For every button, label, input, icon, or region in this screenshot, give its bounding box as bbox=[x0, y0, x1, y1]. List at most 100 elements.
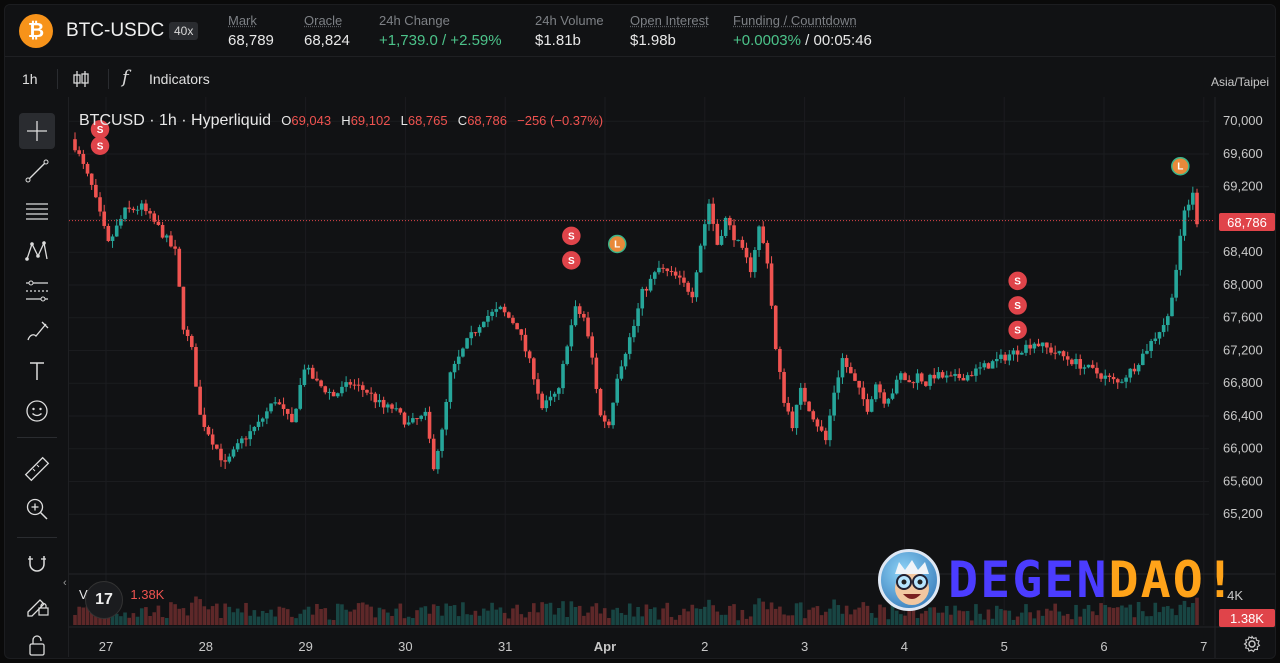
time-axis-label: Apr bbox=[594, 639, 616, 654]
trendline-icon[interactable] bbox=[19, 153, 55, 189]
volume-bar bbox=[874, 617, 878, 625]
ruler-icon[interactable] bbox=[19, 451, 55, 487]
fib-icon[interactable] bbox=[19, 273, 55, 309]
horizontal-lines-icon[interactable] bbox=[19, 193, 55, 229]
volume-bar bbox=[627, 603, 632, 625]
tradingview-logo[interactable]: 17 bbox=[85, 581, 123, 619]
volume-bar bbox=[932, 607, 937, 625]
pattern-icon[interactable] bbox=[19, 233, 55, 269]
volume-bar bbox=[502, 612, 507, 625]
candle-body bbox=[974, 368, 978, 376]
volume-bar bbox=[352, 609, 357, 625]
candle-body bbox=[181, 286, 186, 330]
volume-bar bbox=[160, 617, 165, 625]
volume-bar bbox=[1128, 604, 1133, 625]
volume-bar bbox=[144, 607, 148, 625]
volume-bar bbox=[231, 612, 236, 625]
candle-body bbox=[302, 369, 307, 386]
candle-body bbox=[1136, 365, 1141, 372]
candle-body bbox=[1111, 376, 1116, 380]
stat-value: +0.0003% / 00:05:46 bbox=[733, 32, 872, 49]
chart-area[interactable]: 70,00069,60069,20068,80068,40068,00067,6… bbox=[63, 97, 1276, 659]
candle-body bbox=[223, 460, 227, 462]
candle-body bbox=[1024, 344, 1028, 353]
volume-bar bbox=[636, 606, 640, 625]
time-axis-label: 5 bbox=[1001, 639, 1008, 654]
volume-bar bbox=[657, 619, 661, 625]
candle-body bbox=[260, 418, 265, 422]
candle-body bbox=[840, 358, 845, 378]
volume-bar bbox=[360, 602, 365, 625]
candle-body bbox=[285, 408, 290, 414]
magnet-icon[interactable] bbox=[19, 545, 55, 581]
candlestick-type-icon[interactable] bbox=[72, 69, 90, 89]
candle-body bbox=[281, 404, 286, 409]
volume-bar bbox=[290, 616, 294, 625]
candle-body bbox=[1032, 343, 1037, 349]
volume-bar bbox=[1086, 605, 1091, 625]
lock-edit-icon[interactable] bbox=[19, 587, 55, 623]
volume-bar bbox=[402, 618, 407, 625]
candle-body bbox=[865, 399, 870, 412]
collapse-arrow-icon[interactable]: ‹ bbox=[63, 577, 67, 589]
candle-body bbox=[448, 372, 453, 402]
volume-bar bbox=[969, 620, 974, 625]
volume-bar bbox=[256, 616, 261, 625]
candle-body bbox=[857, 380, 861, 388]
volume-bar bbox=[310, 614, 315, 625]
indicators-button[interactable]: Indicators bbox=[149, 71, 210, 87]
volume-bar bbox=[669, 616, 674, 625]
volume-bar bbox=[623, 614, 628, 625]
candle-body bbox=[77, 150, 81, 154]
volume-bar bbox=[715, 611, 720, 625]
volume-bar bbox=[265, 613, 269, 625]
volume-bar bbox=[644, 604, 649, 625]
volume-bar bbox=[682, 608, 686, 625]
leverage-badge[interactable]: 40x bbox=[169, 22, 199, 40]
volume-bar bbox=[1107, 607, 1112, 625]
text-icon[interactable] bbox=[19, 353, 55, 389]
volume-bar bbox=[990, 618, 995, 625]
volume-bar bbox=[1124, 607, 1128, 625]
volume-bar bbox=[1070, 619, 1074, 625]
candle-body bbox=[498, 306, 503, 310]
candle-body bbox=[194, 347, 198, 387]
volume-bar bbox=[661, 608, 665, 625]
candle-body bbox=[999, 354, 1003, 359]
lock-icon[interactable] bbox=[19, 627, 55, 658]
volume-bar bbox=[1082, 608, 1087, 625]
indicators-fx-icon[interactable]: f bbox=[122, 67, 129, 88]
price-chart-svg[interactable]: 70,00069,60069,20068,80068,40068,00067,6… bbox=[69, 97, 1276, 659]
stat-oracle: Oracle 68,824 bbox=[304, 13, 350, 49]
candle-body bbox=[1174, 269, 1178, 298]
time-axis-label: 4 bbox=[901, 639, 908, 654]
sidebar-divider bbox=[17, 537, 57, 538]
zoom-in-icon[interactable] bbox=[19, 491, 55, 527]
settings-gear-icon[interactable] bbox=[1243, 635, 1261, 653]
candle-body bbox=[1166, 316, 1170, 326]
interval-button[interactable]: 1h bbox=[22, 71, 38, 87]
candle-body bbox=[669, 271, 674, 273]
volume-bar bbox=[836, 605, 841, 625]
candle-body bbox=[210, 434, 215, 445]
volume-bar bbox=[940, 612, 945, 625]
volume-bar bbox=[728, 605, 732, 625]
candle-body bbox=[523, 334, 528, 352]
emoji-icon[interactable] bbox=[19, 393, 55, 429]
crosshair-icon[interactable] bbox=[19, 113, 55, 149]
candle-body bbox=[703, 224, 707, 246]
price-axis-label: 67,200 bbox=[1223, 342, 1263, 357]
volume-bar bbox=[198, 599, 202, 625]
candle-body bbox=[1157, 332, 1162, 339]
legend-close: 68,786 bbox=[467, 113, 507, 128]
pair-selector[interactable]: BTC-USDC bbox=[66, 20, 165, 41]
volume-bar bbox=[1007, 610, 1012, 625]
legend-open: 69,043 bbox=[291, 113, 332, 128]
volume-bar bbox=[832, 599, 836, 625]
candle-body bbox=[640, 288, 645, 309]
volume-bar bbox=[415, 610, 419, 625]
volume-bar bbox=[1115, 607, 1120, 625]
brush-icon[interactable] bbox=[19, 313, 55, 349]
volume-bar bbox=[761, 601, 766, 625]
volume-bar bbox=[73, 614, 77, 625]
